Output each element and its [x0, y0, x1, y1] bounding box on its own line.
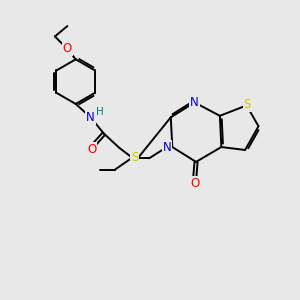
Text: S: S [244, 98, 251, 111]
Text: S: S [131, 151, 139, 164]
Text: O: O [87, 143, 97, 156]
Text: N: N [86, 111, 95, 124]
Text: H: H [96, 107, 104, 117]
Text: O: O [63, 42, 72, 56]
Text: O: O [190, 177, 199, 190]
Text: N: N [163, 140, 171, 154]
Text: N: N [190, 96, 199, 109]
